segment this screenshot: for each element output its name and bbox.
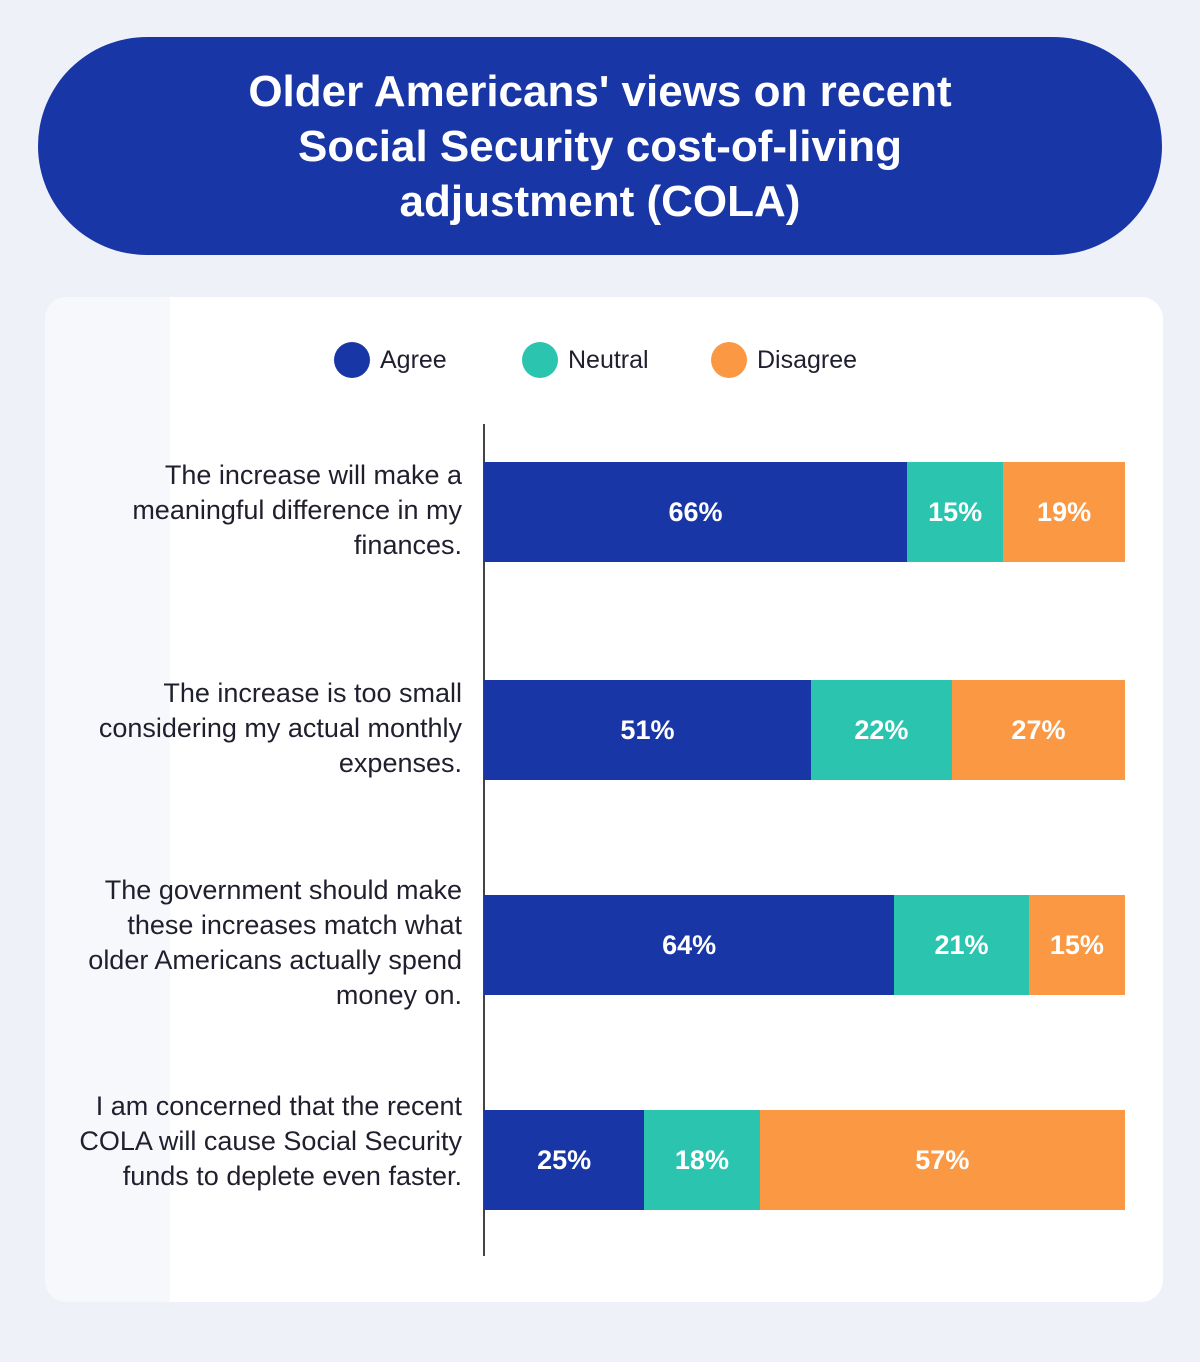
bar-segment-disagree-4: 57% [759, 1110, 1125, 1210]
legend-item-agree: Agree [334, 341, 447, 379]
data-label-neutral-2: 22% [854, 714, 909, 745]
bar-segment-neutral-3: 21% [894, 895, 1029, 995]
category-axis-line [483, 424, 485, 1256]
stacked-bar-2: 51% 22% 27% [484, 680, 1125, 780]
row-label-4: I am concerned that the recent COLA will… [79, 1091, 462, 1191]
stacked-bar-3: 64% 21% 15% [484, 895, 1125, 995]
bar-segment-neutral-4: 18% [644, 1110, 760, 1210]
row-label-1: The increase will make a meaningful diff… [132, 460, 462, 560]
bar-segment-neutral-2: 22% [810, 680, 952, 780]
bar-segment-agree-4: 25% [484, 1110, 645, 1210]
data-label-neutral-1: 15% [928, 496, 983, 527]
legend-item-disagree: Disagree [711, 341, 857, 379]
data-label-agree-3: 64% [662, 929, 717, 960]
data-label-disagree-4: 57% [915, 1144, 970, 1175]
data-label-disagree-3: 15% [1049, 929, 1104, 960]
legend-swatch-agree [334, 342, 370, 378]
data-label-agree-2: 51% [620, 714, 675, 745]
title-banner: Older Americans' views on recent Social … [38, 37, 1162, 255]
data-label-neutral-3: 21% [934, 929, 989, 960]
stacked-bar-1: 66% 15% 19% [484, 462, 1125, 562]
legend-swatch-neutral [522, 342, 558, 378]
data-label-agree-4: 25% [537, 1144, 592, 1175]
card-left-shade [45, 297, 170, 1302]
legend-swatch-disagree [711, 342, 747, 378]
bar-segment-agree-1: 66% [484, 462, 908, 562]
stacked-bar-4: 25% 18% 57% [484, 1110, 1125, 1210]
data-label-disagree-2: 27% [1011, 714, 1066, 745]
data-label-agree-1: 66% [668, 496, 723, 527]
legend-label-neutral: Neutral [568, 345, 649, 374]
legend-label-agree: Agree [380, 345, 447, 374]
row-label-2: The increase is too small considering my… [98, 678, 462, 778]
bar-segment-disagree-1: 19% [1003, 462, 1125, 562]
data-label-disagree-1: 19% [1037, 496, 1092, 527]
row-label-3: The government should make these increas… [88, 875, 462, 1010]
bar-segment-disagree-2: 27% [951, 680, 1125, 780]
bar-segment-agree-3: 64% [484, 895, 895, 995]
legend: Agree Neutral Disagree [0, 341, 1200, 381]
legend-item-neutral: Neutral [522, 341, 649, 379]
data-label-neutral-4: 18% [674, 1144, 729, 1175]
bar-segment-disagree-3: 15% [1028, 895, 1125, 995]
chart-title: Older Americans' views on recent Social … [248, 66, 952, 226]
bar-segment-agree-2: 51% [484, 680, 811, 780]
legend-label-disagree: Disagree [757, 345, 858, 374]
bar-segment-neutral-1: 15% [907, 462, 1004, 562]
